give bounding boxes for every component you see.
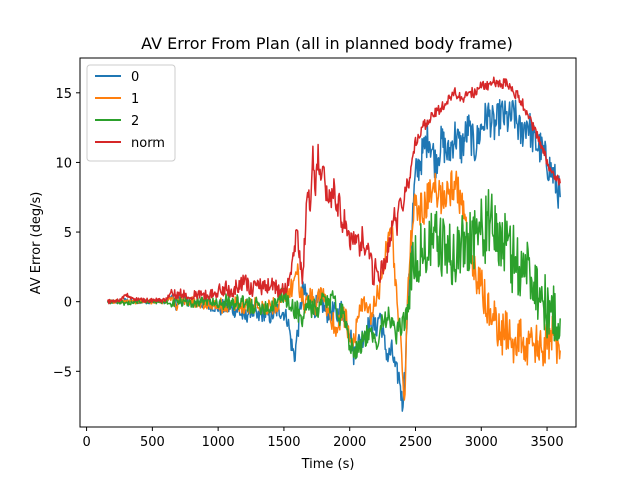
plot-frame <box>79 57 577 428</box>
chart-title: AV Error From Plan (all in planned body … <box>141 34 513 53</box>
y-tick-label: 5 <box>64 226 72 241</box>
x-tick-label: 3000 <box>465 435 498 450</box>
legend-label-norm: norm <box>131 136 165 151</box>
plot-series <box>106 76 561 412</box>
y-tick-label: 15 <box>55 87 72 102</box>
legend-label-2: 2 <box>131 114 139 129</box>
x-tick-label: 0 <box>82 435 90 450</box>
series-line-norm <box>106 76 561 305</box>
y-tick-label: −5 <box>53 365 72 380</box>
x-tick-label: 2000 <box>333 435 366 450</box>
legend-label-0: 0 <box>131 70 139 85</box>
x-axis: 0 500 1000 1500 2000 2500 3000 3500 <box>82 427 564 450</box>
y-axis-label: AV Error (deg/s) <box>29 192 44 295</box>
legend-label-1: 1 <box>131 92 139 107</box>
x-tick-label: 500 <box>140 435 165 450</box>
x-tick-label: 2500 <box>399 435 432 450</box>
legend-box <box>86 64 176 162</box>
x-axis-label: Time (s) <box>301 457 355 472</box>
series-line-2 <box>107 188 561 360</box>
x-tick-label: 3500 <box>531 435 564 450</box>
y-tick-label: 10 <box>55 156 72 171</box>
x-tick-label: 1500 <box>267 435 300 450</box>
legend: 0 1 2 norm <box>86 64 176 162</box>
y-tick-label: 0 <box>64 296 72 311</box>
y-axis: −5 0 5 10 15 <box>53 87 80 380</box>
x-tick-label: 1000 <box>202 435 235 450</box>
